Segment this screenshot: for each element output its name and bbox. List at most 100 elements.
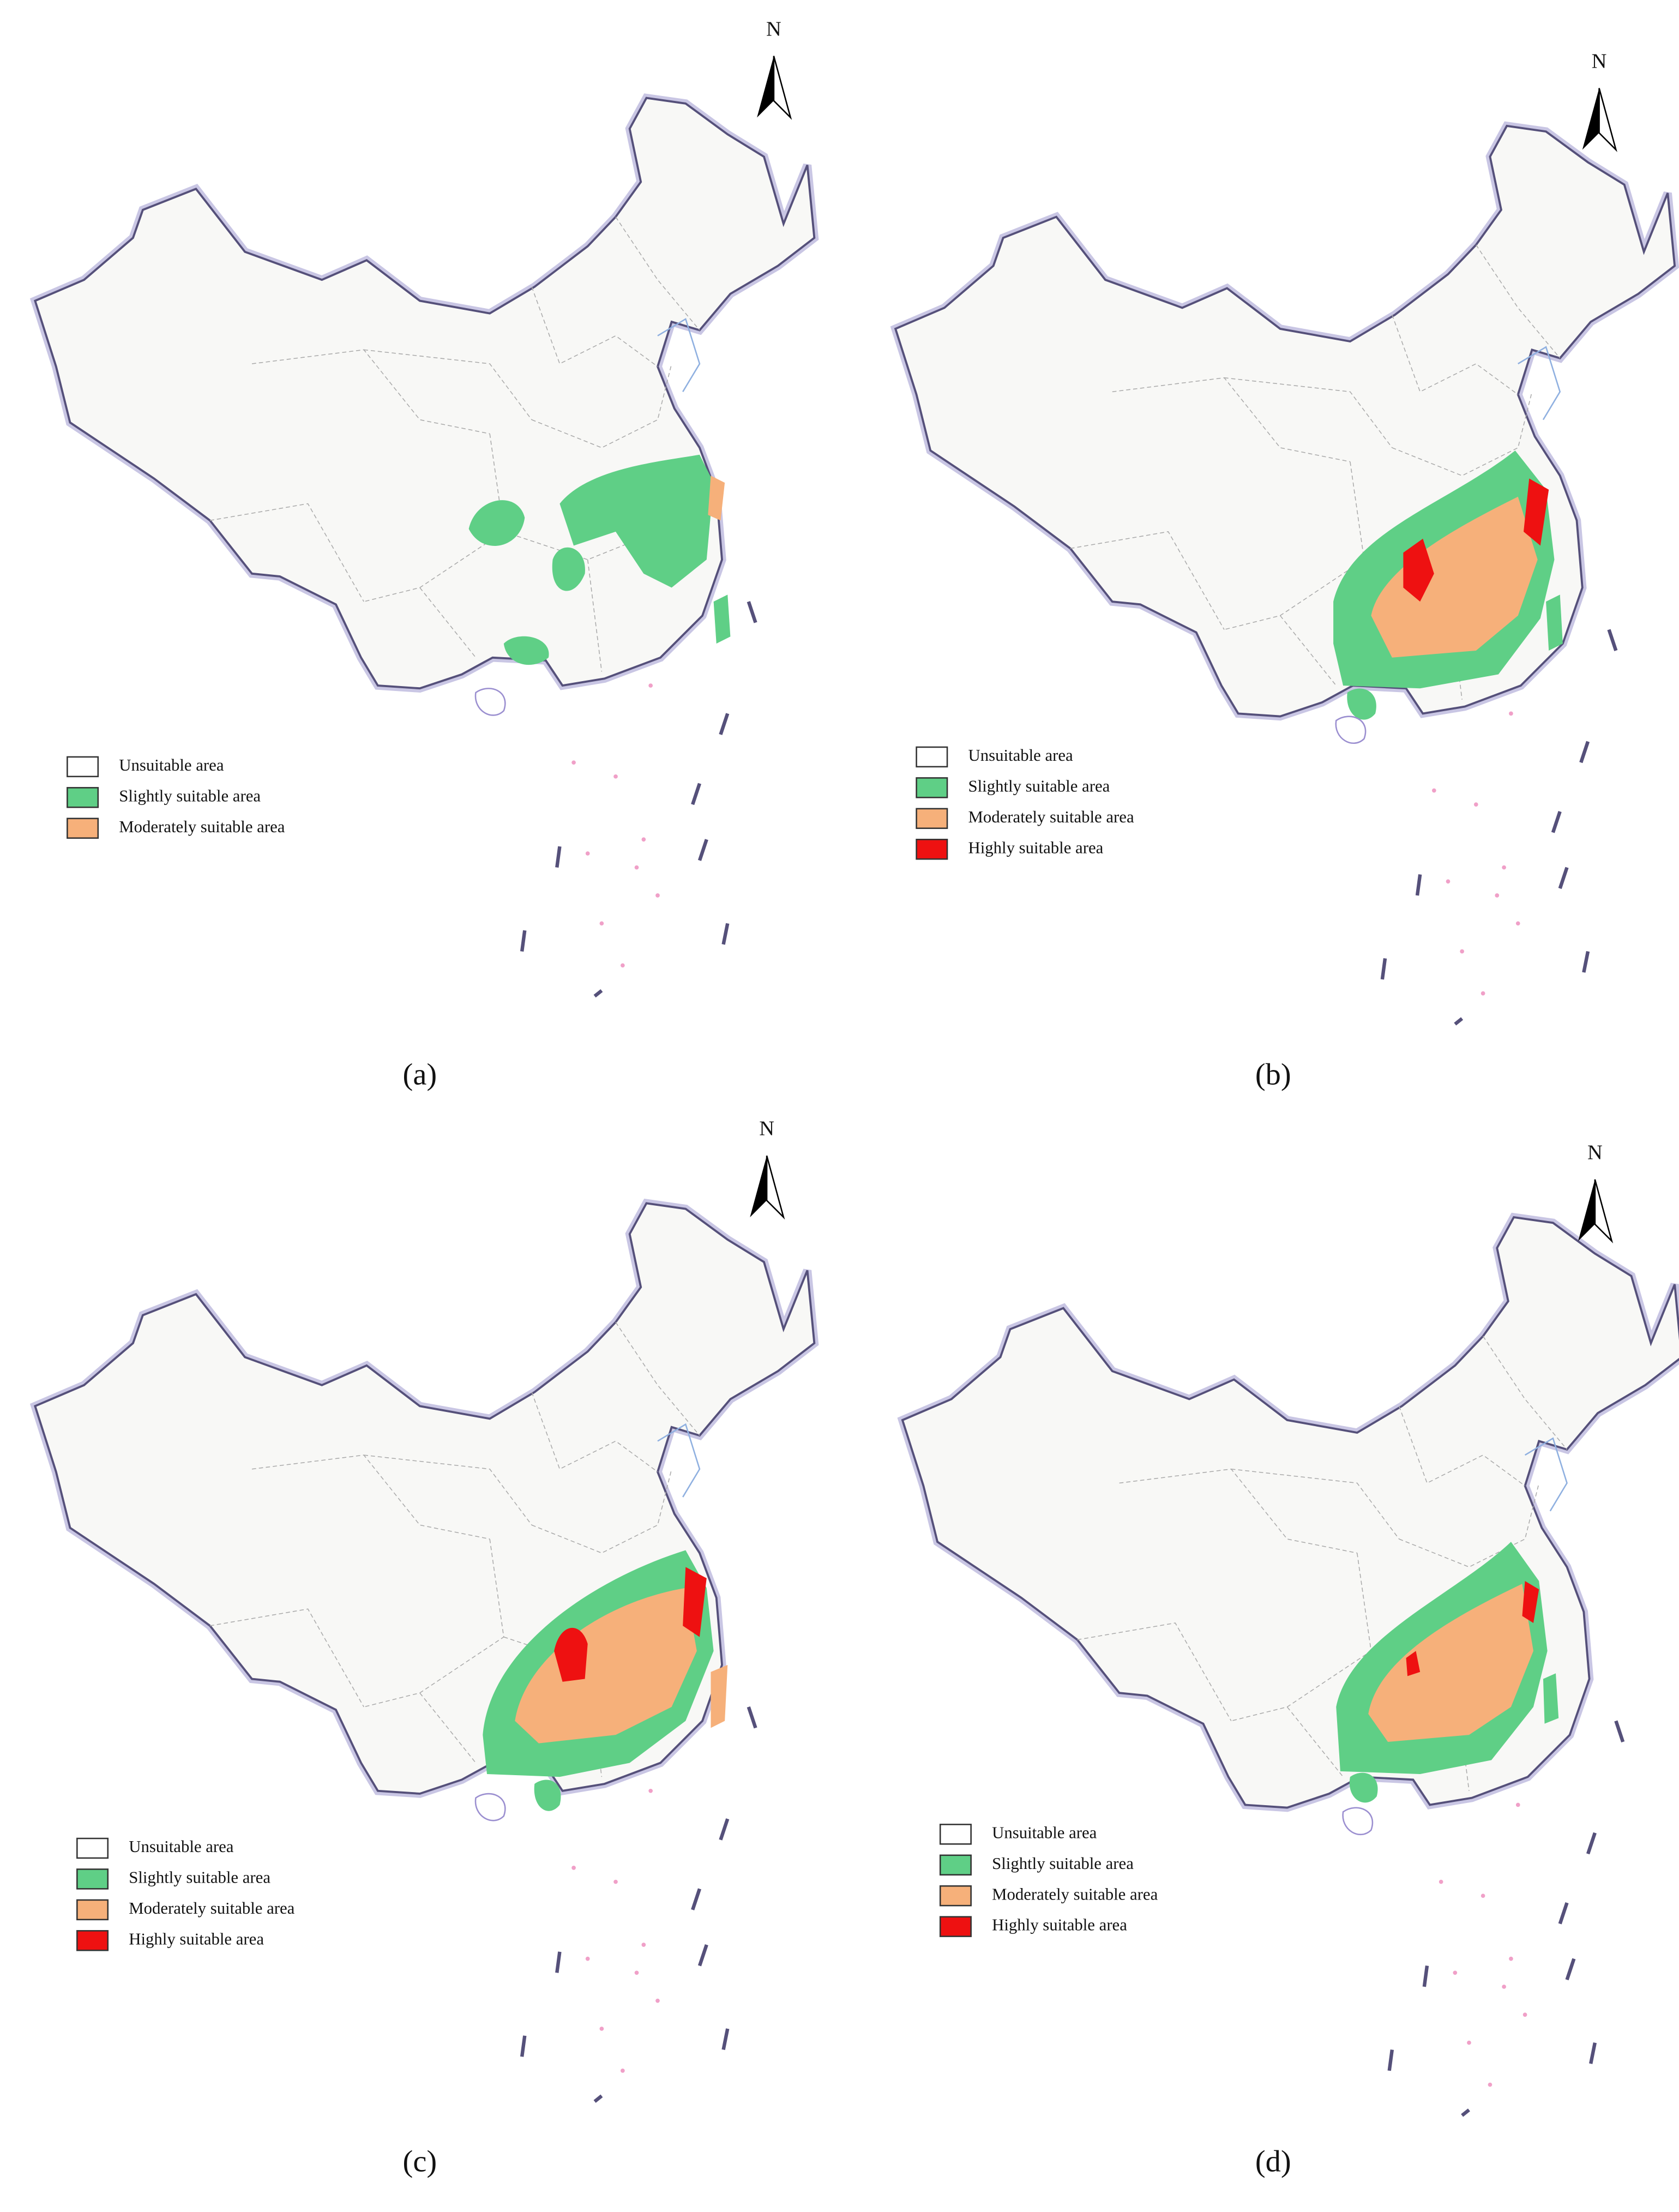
suitability-region: [554, 1627, 588, 1682]
province-border: [364, 434, 504, 602]
country-outline: [33, 1202, 816, 1795]
island-dot: [1522, 2012, 1527, 2017]
province-border: [251, 1454, 490, 1540]
suitability-region: [503, 636, 549, 665]
province-border: [531, 1392, 658, 1472]
province-border: [419, 587, 477, 658]
suitability-region: [708, 476, 725, 521]
suitability-region: [515, 1588, 697, 1744]
suitability-region: [1524, 478, 1549, 546]
hainan: [474, 688, 506, 716]
legend-swatch: [939, 1854, 972, 1876]
dashed-boundary: [1582, 951, 1590, 973]
province-border: [1482, 1336, 1568, 1450]
province-border: [209, 1608, 364, 1708]
province-border: [531, 363, 672, 448]
legend-swatch: [916, 838, 948, 860]
province-border: [587, 560, 603, 672]
dashed-boundary: [1565, 1958, 1576, 1981]
dashed-boundary: [1422, 1965, 1429, 1987]
dashed-boundary: [593, 989, 603, 998]
dashed-boundary: [1614, 1720, 1625, 1743]
island-dot: [634, 865, 639, 870]
province-border: [364, 349, 532, 420]
province-border: [1231, 1468, 1400, 1540]
dashed-boundary: [1586, 1832, 1597, 1855]
dashed-boundary: [1551, 810, 1562, 833]
province-border: [1231, 1553, 1372, 1722]
map-panel: N Unsuitable area Slightly suitable area Mo…: [29, 17, 819, 998]
island-dot: [1509, 711, 1513, 716]
suitability-region: [1349, 1772, 1378, 1803]
legend-swatch: [76, 1930, 109, 1951]
dashed-boundary: [1387, 2049, 1394, 2071]
river: [657, 317, 701, 392]
province-border: [1392, 314, 1519, 395]
province-border: [1070, 531, 1225, 630]
island-dot: [655, 1998, 660, 2003]
legend-label: Slightly suitable area: [129, 1868, 270, 1886]
legend-swatch: [939, 1916, 972, 1937]
dashed-boundary: [691, 783, 701, 806]
legend-label: Highly suitable area: [968, 838, 1104, 857]
legend-swatch: [939, 1885, 972, 1907]
island-dot: [1515, 1802, 1520, 1807]
island-dot: [599, 2027, 604, 2031]
north-label: N: [766, 17, 781, 40]
dashed-boundary: [1415, 874, 1422, 896]
legend-label: Unsuitable area: [129, 1837, 234, 1856]
province-border: [615, 1321, 700, 1436]
river: [1524, 1437, 1568, 1512]
suitability-region: [1347, 688, 1376, 720]
province-border: [1077, 1622, 1232, 1721]
province-border: [615, 217, 700, 330]
province-border: [531, 1469, 672, 1554]
dashed-boundary: [520, 2035, 527, 2057]
province-border: [209, 503, 364, 602]
legend-swatch: [67, 756, 99, 778]
hainan: [1335, 716, 1367, 744]
north-arrow-half: [1594, 1179, 1614, 1243]
province-border: [1224, 377, 1393, 448]
legend-swatch: [916, 746, 948, 768]
legend-label: Moderately suitable area: [129, 1899, 294, 1918]
province-border: [1224, 461, 1365, 630]
country-outline: [33, 97, 816, 690]
province-border: [1119, 1468, 1357, 1554]
province-border: [531, 286, 658, 367]
legend-label: Highly suitable area: [129, 1930, 264, 1948]
island-dot: [1515, 921, 1520, 926]
dashed-boundary: [747, 1706, 757, 1729]
hainan: [474, 1793, 506, 1822]
island-dot: [1509, 1956, 1513, 1961]
province-border: [1476, 244, 1561, 359]
north-arrow: [757, 56, 774, 118]
dashed-boundary: [697, 839, 708, 861]
island-dot: [585, 851, 590, 856]
province-border: [419, 1692, 477, 1763]
north-label: N: [1587, 1141, 1603, 1164]
north-arrow: [1582, 88, 1599, 150]
dashed-boundary: [1558, 867, 1569, 889]
north-arrow-half: [773, 56, 792, 120]
legend-swatch: [939, 1824, 972, 1845]
island-dot: [641, 1943, 646, 1947]
dashed-boundary: [520, 930, 527, 952]
province-border: [503, 531, 658, 561]
legend-label: Unsuitable area: [968, 746, 1074, 765]
island-dot: [621, 963, 625, 968]
dashed-boundary: [719, 713, 730, 735]
island-dot: [641, 837, 646, 842]
suitability-region: [713, 594, 731, 644]
legend-swatch: [67, 787, 99, 808]
suitability-region: [1368, 1584, 1533, 1742]
island-dot: [648, 683, 653, 688]
legend-label: Slightly suitable area: [968, 777, 1110, 795]
province-border: [251, 349, 490, 435]
panel-label: (d): [1255, 2145, 1291, 2179]
suitability-region: [559, 454, 714, 588]
hainan: [1342, 1807, 1373, 1836]
suitability-region: [1546, 594, 1563, 651]
suitability-region: [683, 1567, 707, 1637]
suitability-region: [1403, 538, 1434, 602]
